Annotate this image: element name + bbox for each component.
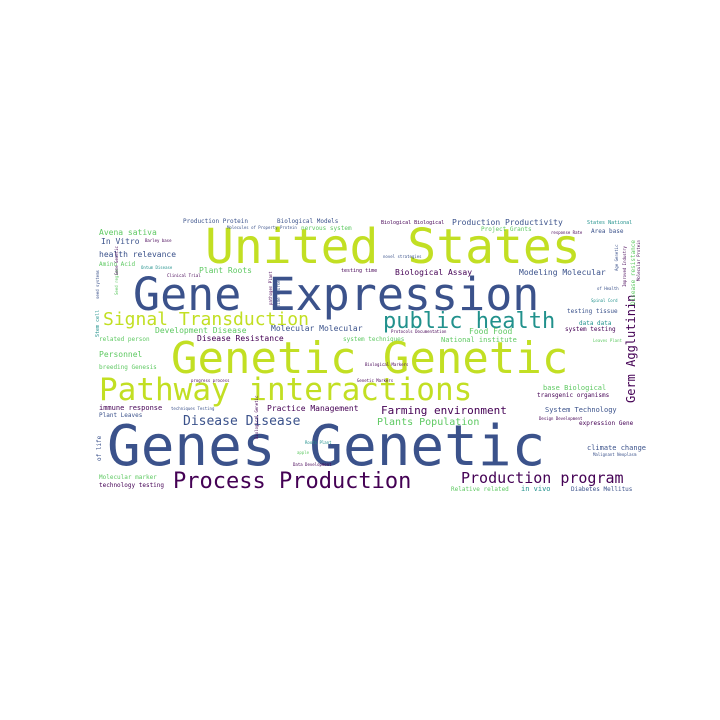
word-system-testing: system testing [565, 326, 616, 333]
word-development-disease: Development Disease [155, 326, 247, 335]
word-diabetes-mellitus: Diabetes Mellitus [571, 486, 633, 493]
word-response-rate: response Rate [551, 230, 583, 235]
word-disease-resistance: Disease Resistance [197, 334, 284, 343]
word-relative-related: Relative related [451, 486, 509, 493]
word-transgenic-organisms: transgenic organisms [537, 392, 610, 399]
word-molecular-molecular: Molecular Molecular [271, 324, 363, 333]
word-pathogen-plant: pathogen Plant [268, 271, 273, 305]
word-expression-gene: expression Gene [579, 420, 634, 427]
word-food-food: Food Food [469, 327, 513, 336]
word-cloud: United States Gene Expression Signal Tra… [95, 215, 647, 505]
word-base-biological: base Biological [543, 384, 607, 392]
word-nervous-system: nervous system [301, 225, 352, 232]
word-biological-models: Biological Models [277, 218, 339, 225]
word-pathway-interactions: Pathway interactions [99, 372, 473, 408]
word-immune-response: immune response [99, 404, 163, 412]
word-gene-genetic: Gene Genetic [114, 246, 119, 275]
word-design-development: Design Development [539, 416, 583, 421]
word-health-relevance: health relevance [99, 250, 177, 259]
word-process-production: Process Production [173, 469, 412, 494]
word-of-health: of Health [597, 286, 619, 291]
word-technology-testing: technology testing [99, 482, 165, 489]
word-novel-strategies: novel strategies [383, 254, 422, 259]
word-improved-industry: Improved Industry [622, 246, 627, 287]
word-production-protein: Production Protein [183, 218, 249, 225]
word-production-program: Production program [461, 469, 624, 487]
word-national-institute: National institute [441, 336, 517, 344]
word-genetic-markers: Genetic Markers [357, 378, 394, 383]
word-gene-expression: Gene Expression [133, 268, 540, 321]
word-ontum-disease: Ontum Disease [141, 265, 173, 270]
word-practice-management: Practice Management [267, 404, 359, 413]
word-seed-systems: seed systems [95, 270, 100, 299]
word-related-person: related person [99, 336, 150, 343]
word-data-development: Data Development [293, 462, 332, 467]
word-public-health: public health [383, 309, 556, 334]
word-stem-cell: Stem cell [95, 309, 101, 337]
word-signal-transduction: Signal Transduction [103, 309, 309, 330]
word-project-grants: Project Grants [481, 226, 532, 233]
word-breeding-genesis: breeding Genesis [99, 364, 157, 371]
word-protocols-documentation: Protocols Documentation [391, 329, 447, 334]
word-in-vitro: In Vitro [101, 237, 140, 246]
word-farming-environment: Farming environment [381, 404, 507, 417]
word-barley-base: Barley base [145, 238, 172, 243]
word-time-course: Time Course [276, 280, 281, 308]
word-molecular-protein: Molecular Protein [636, 240, 641, 281]
word-avena-sativa: Avena sativa [99, 228, 157, 237]
word-leaves-plant: Leaves Plant [593, 338, 622, 343]
word-techniques-testing: techniques Testing [171, 406, 215, 411]
word-testing-time: testing time [341, 268, 378, 274]
word-malignant-neoplasm: Malignant Neoplasm [593, 452, 637, 457]
word-roots-plant: Roots Plant [305, 440, 332, 445]
word-disease-disease: Disease Disease [183, 414, 301, 429]
word-system-techniques: system techniques [343, 336, 405, 343]
word-biological-markers: Biological Markers [365, 362, 409, 367]
word-age-genetic: Age Genetic [614, 244, 619, 272]
word-genes-genetic: Genes Genetic [107, 414, 546, 479]
word-united-states: United States [205, 219, 581, 275]
word-testing-tissue: testing tissue [567, 308, 618, 315]
word-molecules-of-property: Molecules of Property Protein [227, 225, 297, 230]
word-states-national: States National [587, 220, 633, 226]
word-spinal-cord: Spinal Cord [591, 298, 618, 303]
word-amino-acid: Amino Acid [99, 261, 136, 268]
word-clinical-trial: Clinical Trial [167, 273, 201, 278]
word-climate-change: climate change [587, 444, 647, 452]
word-plant-roots: Plant Roots [199, 266, 252, 275]
word-area-base: Area base [591, 228, 624, 235]
word-production-productivity: Production Productivity [452, 218, 563, 227]
word-system-technology: System Technology [545, 406, 617, 414]
word-modeling-molecular: Modeling Molecular [519, 268, 606, 277]
word-genetic-genetic: Genetic Genetic [171, 333, 569, 384]
word-biological-biological: Biological Biological [381, 220, 445, 226]
word-biological-assay: Biological Assay [395, 268, 473, 277]
word-data-data: data data [579, 320, 612, 327]
word-plants-population: Plants Population [377, 417, 480, 428]
word-biological-genetic: Biological Genetic [254, 395, 259, 439]
word-plant-leaves: Plant Leaves [99, 412, 143, 419]
word-personnel: Personnel [99, 350, 143, 359]
word-molecular-marker: Molecular marker [99, 474, 157, 481]
word-in-vivo: in vivo [521, 485, 551, 493]
word-progress-process: progress process [191, 378, 230, 383]
word-germ-agglutinin: Germ Agglutinin [624, 294, 638, 403]
word-apple: apple [297, 450, 310, 455]
word-of-life: of life [96, 435, 103, 461]
